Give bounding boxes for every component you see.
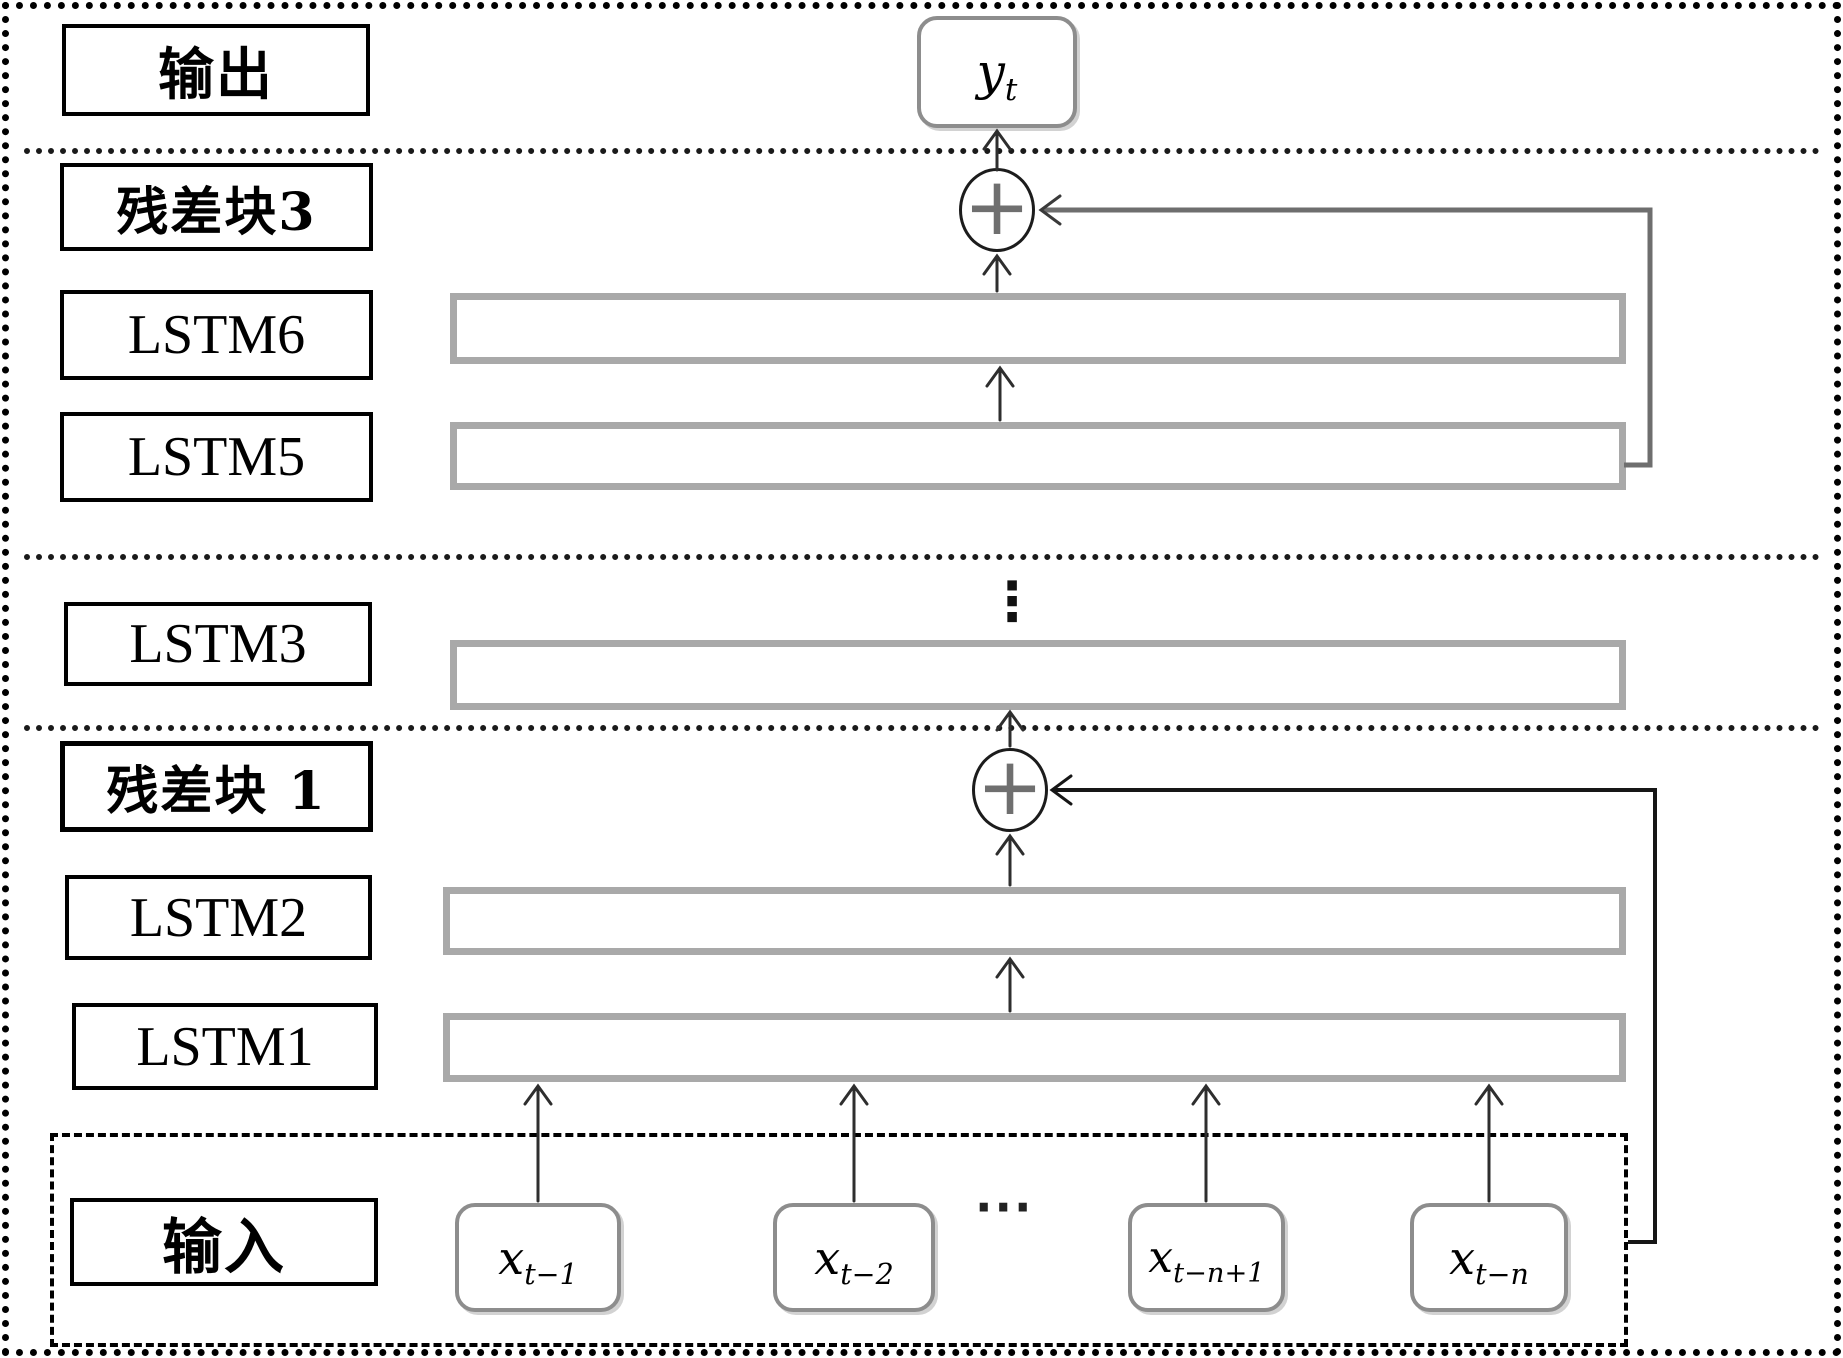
- lstm5-label: LSTM5: [127, 426, 306, 488]
- lstm6-label: LSTM6: [127, 304, 306, 366]
- lstm3-label: LSTM3: [129, 613, 307, 675]
- sum-node-lower: +: [972, 747, 1048, 832]
- residual-block-1-label-box: 残差块 1: [60, 741, 373, 832]
- input-node-base: x: [1449, 1230, 1476, 1285]
- sum-node-upper: +: [959, 167, 1035, 252]
- output-node-base: y: [976, 43, 1005, 101]
- lstm2-label-box: LSTM2: [65, 875, 372, 960]
- lstm6-label-box: LSTM6: [60, 290, 373, 380]
- input-node-base: x: [498, 1230, 525, 1285]
- lstm2-label: LSTM2: [129, 886, 308, 949]
- input-node-sub: t−n: [1475, 1257, 1529, 1291]
- input-node-base: x: [814, 1230, 841, 1285]
- arrow-lstm1-to-lstm2: [995, 956, 1025, 1013]
- output-label-box: 输出: [62, 24, 370, 116]
- horizontal-ellipsis: ···: [975, 1180, 1034, 1234]
- residual-block-3-label-box: 残差块3: [60, 163, 373, 251]
- separator-line-lower: [24, 725, 1820, 731]
- lstm1-label: LSTM1: [136, 1015, 314, 1078]
- lstm5-label-box: LSTM5: [60, 412, 373, 502]
- vertical-ellipsis: ⋮: [985, 570, 1039, 633]
- output-label: 输出: [158, 41, 274, 108]
- input-node-sub: t−n+1: [1173, 1257, 1265, 1289]
- input-node-sub: t−1: [524, 1257, 578, 1291]
- input-node-xtn1: xt−n+1: [1128, 1203, 1285, 1312]
- input-label-box: 输入: [70, 1198, 378, 1286]
- input-node-sub: t−2: [840, 1257, 894, 1291]
- input-node-base: x: [1148, 1232, 1174, 1283]
- input-node-xt1: xt−1: [455, 1203, 621, 1312]
- output-node-sub: t: [1004, 72, 1018, 108]
- lstm5-layer-rect: [450, 422, 1626, 490]
- lstm6-layer-rect: [450, 293, 1626, 364]
- lstm3-label-box: LSTM3: [64, 602, 372, 686]
- residual-block-3-label: 残差块3: [116, 181, 317, 243]
- output-node-yt: yt: [917, 16, 1077, 128]
- arrow-lstm6-to-sum1: [982, 253, 1012, 293]
- arrow-lstm2-to-sum2: [995, 833, 1025, 887]
- arrow-lstm5-to-lstm6: [985, 365, 1015, 422]
- separator-line-top: [24, 148, 1820, 154]
- input-node-xtn: xt−n: [1410, 1203, 1568, 1312]
- lstm1-layer-rect: [443, 1013, 1626, 1082]
- lstm2-layer-rect: [443, 887, 1626, 955]
- residual-block-1-label: 残差块 1: [106, 761, 327, 822]
- input-label: 输入: [162, 1212, 286, 1283]
- input-node-xt2: xt−2: [773, 1203, 935, 1312]
- lstm3-layer-rect: [450, 640, 1626, 710]
- separator-line-middle: [24, 554, 1820, 560]
- lstm1-label-box: LSTM1: [72, 1003, 378, 1090]
